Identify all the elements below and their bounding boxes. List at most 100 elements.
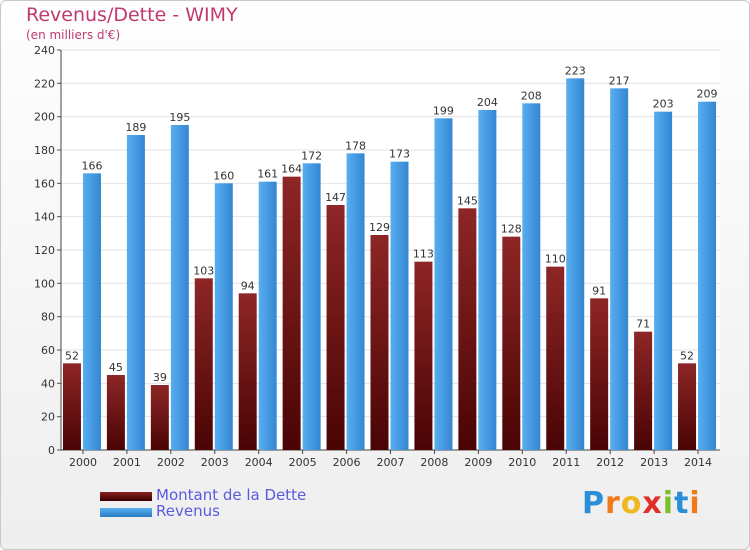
y-tick-label: 60 bbox=[41, 344, 55, 357]
x-tick-label: 2004 bbox=[245, 456, 273, 469]
y-tick-label: 40 bbox=[41, 377, 55, 390]
data-label-dette: 164 bbox=[281, 163, 302, 176]
y-tick-label: 100 bbox=[34, 277, 55, 290]
x-tick-label: 2000 bbox=[69, 456, 97, 469]
bar-dette bbox=[62, 363, 81, 450]
bar-revenus bbox=[698, 101, 717, 451]
logo-letter: o bbox=[620, 486, 643, 521]
bar-dette bbox=[414, 261, 433, 450]
data-label-revenus: 217 bbox=[609, 74, 630, 87]
data-label-revenus: 199 bbox=[433, 104, 454, 117]
bar-dette bbox=[634, 331, 653, 450]
legend-label-dette: Montant de la Dette bbox=[156, 486, 307, 504]
y-tick-label: 120 bbox=[34, 244, 55, 257]
bar-dette bbox=[502, 236, 521, 450]
logo-letter: x bbox=[642, 486, 663, 521]
bar-dette bbox=[282, 176, 301, 450]
bar-dette bbox=[194, 278, 213, 450]
x-tick-label: 2002 bbox=[157, 456, 185, 469]
x-tick-label: 2001 bbox=[113, 456, 141, 469]
y-tick-label: 160 bbox=[34, 177, 55, 190]
data-label-revenus: 160 bbox=[213, 169, 234, 182]
x-tick-label: 2014 bbox=[684, 456, 712, 469]
proxiti-logo: Proxiti bbox=[582, 486, 701, 521]
data-label-revenus: 195 bbox=[169, 111, 190, 124]
data-label-dette: 145 bbox=[457, 194, 478, 207]
x-tick-label: 2005 bbox=[289, 456, 317, 469]
legend-swatch-dette bbox=[100, 492, 152, 501]
x-tick-label: 2003 bbox=[201, 456, 229, 469]
bar-revenus bbox=[566, 78, 585, 450]
data-label-revenus: 161 bbox=[257, 168, 278, 181]
bar-dette bbox=[326, 205, 345, 450]
data-label-dette: 45 bbox=[109, 361, 123, 374]
bar-dette bbox=[590, 298, 609, 450]
x-tick-label: 2006 bbox=[333, 456, 361, 469]
bar-revenus bbox=[302, 163, 321, 451]
data-label-dette: 52 bbox=[680, 349, 694, 362]
bar-dette bbox=[106, 375, 125, 450]
data-label-revenus: 173 bbox=[389, 148, 410, 161]
data-label-revenus: 172 bbox=[301, 149, 322, 162]
data-label-revenus: 203 bbox=[653, 98, 674, 111]
bar-dette bbox=[370, 235, 389, 450]
y-tick-label: 20 bbox=[41, 411, 55, 424]
bar-revenus bbox=[478, 110, 497, 450]
chart-subtitle: (en milliers d'€) bbox=[26, 28, 121, 42]
bar-dette bbox=[678, 363, 697, 450]
logo-letter: t bbox=[674, 486, 690, 521]
y-tick-label: 80 bbox=[41, 311, 55, 324]
data-label-revenus: 189 bbox=[125, 121, 146, 134]
data-label-dette: 147 bbox=[325, 191, 346, 204]
bar-dette bbox=[150, 385, 169, 450]
data-label-revenus: 178 bbox=[345, 139, 366, 152]
bar-revenus bbox=[126, 135, 145, 450]
data-label-revenus: 208 bbox=[521, 89, 542, 102]
y-tick-label: 240 bbox=[34, 44, 55, 57]
y-tick-label: 140 bbox=[34, 211, 55, 224]
logo-letter: r bbox=[605, 486, 621, 521]
data-label-revenus: 204 bbox=[477, 96, 498, 109]
bar-revenus bbox=[258, 181, 277, 450]
data-label-dette: 103 bbox=[193, 264, 214, 277]
y-tick-label: 180 bbox=[34, 144, 55, 157]
data-label-dette: 128 bbox=[501, 223, 522, 236]
chart-title: Revenus/Dette - WIMY bbox=[26, 4, 238, 26]
data-label-dette: 52 bbox=[65, 349, 79, 362]
x-tick-label: 2010 bbox=[508, 456, 536, 469]
data-label-dette: 113 bbox=[413, 248, 434, 261]
x-tick-label: 2013 bbox=[640, 456, 668, 469]
bar-revenus bbox=[170, 125, 189, 450]
bar-revenus bbox=[522, 103, 541, 450]
x-tick-label: 2012 bbox=[596, 456, 624, 469]
x-tick-label: 2007 bbox=[377, 456, 405, 469]
bar-revenus bbox=[82, 173, 101, 451]
legend-swatch-revenus bbox=[100, 508, 152, 517]
x-tick-label: 2009 bbox=[464, 456, 492, 469]
x-tick-label: 2008 bbox=[420, 456, 448, 469]
bar-dette bbox=[546, 266, 565, 450]
data-label-revenus: 166 bbox=[81, 159, 102, 172]
data-label-dette: 94 bbox=[241, 279, 255, 292]
logo-letter: i bbox=[689, 486, 701, 521]
bar-revenus bbox=[390, 161, 409, 450]
data-label-dette: 71 bbox=[636, 318, 650, 331]
bar-revenus bbox=[610, 88, 629, 450]
data-label-dette: 91 bbox=[592, 284, 606, 297]
data-label-dette: 39 bbox=[153, 371, 167, 384]
bar-revenus bbox=[214, 183, 233, 451]
bar-dette bbox=[238, 293, 257, 450]
data-label-revenus: 223 bbox=[565, 64, 586, 77]
logo-letter: i bbox=[662, 486, 675, 521]
data-label-dette: 110 bbox=[545, 253, 566, 266]
legend-label-revenus: Revenus bbox=[156, 502, 220, 520]
bar-revenus bbox=[654, 111, 673, 451]
data-label-dette: 129 bbox=[369, 221, 390, 234]
bar-dette bbox=[458, 208, 477, 450]
logo-letter: P bbox=[582, 486, 605, 521]
data-label-revenus: 209 bbox=[697, 88, 718, 101]
y-tick-label: 200 bbox=[34, 111, 55, 124]
bar-revenus bbox=[434, 118, 453, 450]
x-tick-label: 2011 bbox=[552, 456, 580, 469]
